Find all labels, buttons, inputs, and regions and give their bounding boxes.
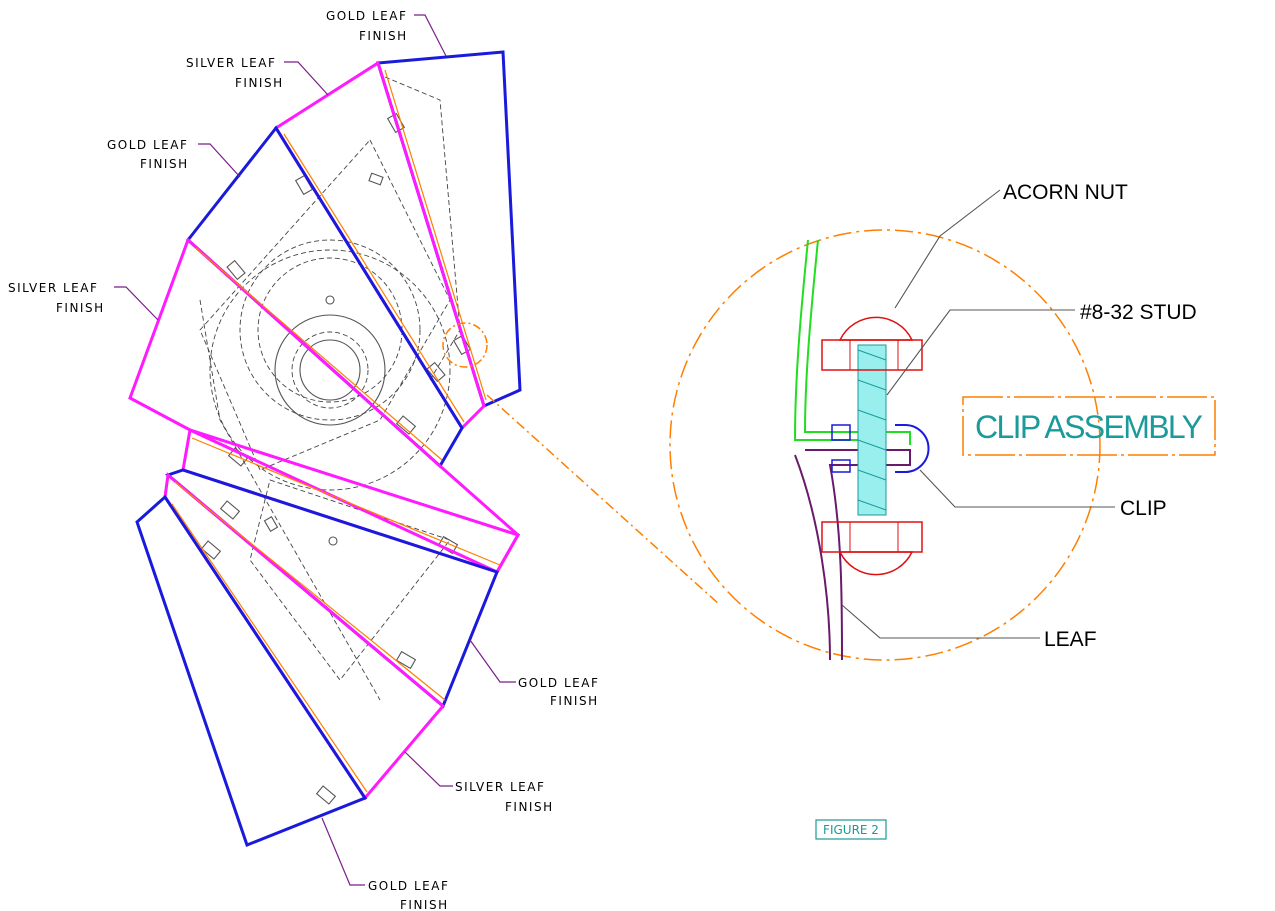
label-line: FINISH	[400, 898, 449, 911]
label-line: FINISH	[550, 694, 599, 708]
label-line: GOLD LEAF	[518, 676, 599, 690]
callout: #8-32 STUD	[1080, 301, 1197, 324]
panels	[128, 50, 522, 847]
label-line: FINISH	[140, 157, 189, 171]
figure-label: FIGURE 2	[823, 823, 879, 837]
leaders	[114, 14, 516, 886]
label-line: FINISH	[359, 29, 408, 43]
callout: ACORN NUT	[1003, 181, 1128, 204]
detail-title: CLIP ASSEMBLY	[975, 409, 1203, 445]
label-line: FINISH	[235, 76, 284, 90]
label-line: GOLD LEAF	[107, 138, 188, 152]
label-line: GOLD LEAF	[368, 879, 449, 893]
label-line: SILVER LEAF	[186, 56, 276, 70]
label-line: SILVER LEAF	[8, 281, 98, 295]
label-line: FINISH	[56, 301, 105, 315]
label-line: FINISH	[505, 800, 554, 814]
callout: LEAF	[1044, 628, 1097, 651]
label-line: SILVER LEAF	[455, 780, 545, 794]
mechanism	[199, 76, 461, 701]
labels: GOLD LEAF FINISH SILVER LEAF FINISH GOLD…	[8, 9, 599, 911]
label-line: GOLD LEAF	[326, 9, 407, 23]
callout: CLIP	[1120, 497, 1167, 520]
detail-view: ACORN NUT #8-32 STUD CLIP LEAF CLIP ASSE…	[442, 181, 1216, 840]
